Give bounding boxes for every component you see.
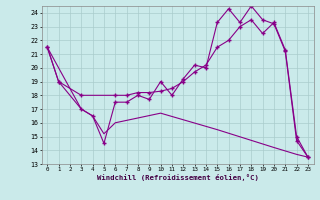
X-axis label: Windchill (Refroidissement éolien,°C): Windchill (Refroidissement éolien,°C) (97, 174, 259, 181)
